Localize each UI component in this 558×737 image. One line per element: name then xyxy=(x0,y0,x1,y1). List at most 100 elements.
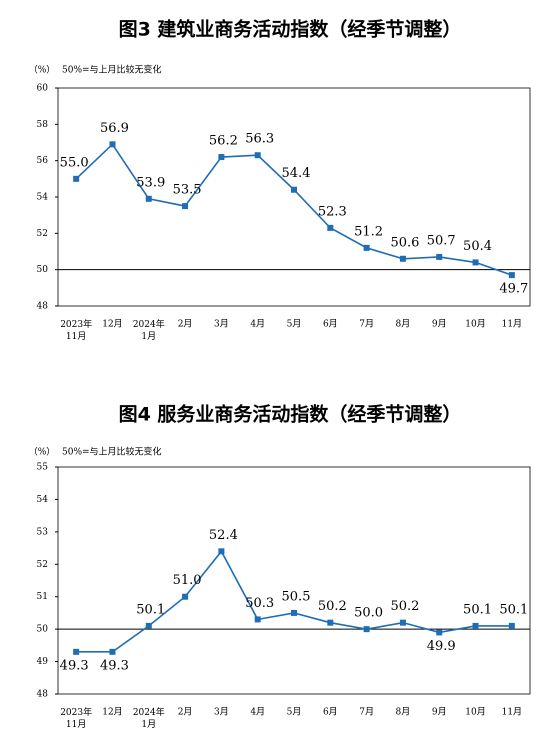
x-tick-label: 5月 xyxy=(287,707,302,718)
point xyxy=(436,253,443,260)
y-tick-label: 60 xyxy=(37,84,49,94)
y-tick-label: 49 xyxy=(37,657,49,667)
point xyxy=(363,244,370,251)
x-tick-label: 12月 xyxy=(102,319,122,330)
point xyxy=(399,255,406,262)
point xyxy=(109,141,116,148)
x-tick-label: 7月 xyxy=(359,319,374,330)
x-tick-label: 6月 xyxy=(323,707,338,718)
x-tick-label: 9月 xyxy=(432,319,447,330)
x-tick-label: 11月 xyxy=(502,707,522,718)
point xyxy=(327,224,334,231)
x-tick-label: 9月 xyxy=(432,707,447,718)
point xyxy=(145,622,152,629)
value-label: 50.6 xyxy=(390,235,419,250)
point xyxy=(436,629,443,636)
x-tick-label: 2024年 1月 xyxy=(133,318,165,342)
y-tick-label: 48 xyxy=(37,690,49,700)
unit-label: （%） xyxy=(29,447,56,458)
value-label: 49.3 xyxy=(100,658,129,673)
value-label: 53.9 xyxy=(136,175,165,190)
value-label: 50.1 xyxy=(463,602,492,617)
value-label: 49.7 xyxy=(499,282,528,297)
y-tick-label: 54 xyxy=(37,495,49,505)
x-tick-label: 10月 xyxy=(465,707,485,718)
x-tick-label: 4月 xyxy=(250,319,265,330)
point xyxy=(73,648,80,655)
value-label: 50.2 xyxy=(390,599,419,614)
point xyxy=(399,619,406,626)
y-tick-label: 56 xyxy=(37,156,49,166)
point xyxy=(472,622,479,629)
value-label: 52.3 xyxy=(318,204,347,219)
point xyxy=(254,616,261,623)
value-label: 50.2 xyxy=(318,599,347,614)
note: 50%=与上月比较无变化 xyxy=(62,64,162,76)
value-label: 56.2 xyxy=(209,134,238,149)
value-label: 50.0 xyxy=(354,606,383,621)
x-tick-label: 3月 xyxy=(214,319,229,330)
y-tick-label: 52 xyxy=(37,560,48,570)
value-label: 54.4 xyxy=(282,166,311,181)
x-tick-label: 4月 xyxy=(250,707,265,718)
point xyxy=(182,593,189,600)
y-tick-label: 48 xyxy=(37,302,49,312)
value-label: 55.0 xyxy=(60,155,89,170)
note: 50%=与上月比较无变化 xyxy=(62,446,162,458)
y-tick-label: 53 xyxy=(37,527,49,537)
x-tick-label: 3月 xyxy=(214,707,229,718)
point xyxy=(73,175,80,182)
point xyxy=(145,195,152,202)
x-tick-label: 2月 xyxy=(178,319,193,330)
value-label: 51.0 xyxy=(173,573,202,588)
value-label: 50.7 xyxy=(427,233,456,248)
value-label: 50.1 xyxy=(499,602,528,617)
point xyxy=(472,259,479,266)
value-label: 50.5 xyxy=(282,589,311,604)
x-tick-label: 8月 xyxy=(396,707,411,718)
chart-title: 图4 服务业商务活动指数（经季节调整） xyxy=(119,403,462,426)
point xyxy=(327,619,334,626)
point xyxy=(182,203,189,210)
y-tick-label: 50 xyxy=(37,625,49,635)
value-label: 56.9 xyxy=(100,121,129,136)
x-tick-label: 11月 xyxy=(502,319,522,330)
unit-label: （%） xyxy=(29,65,56,76)
x-tick-label: 2023年 11月 xyxy=(60,706,92,730)
value-label: 50.4 xyxy=(463,239,492,254)
point xyxy=(363,626,370,633)
value-label: 49.9 xyxy=(427,639,456,654)
y-tick-label: 50 xyxy=(37,265,49,275)
y-tick-label: 52 xyxy=(37,229,48,239)
plot-frame xyxy=(57,466,531,695)
value-label: 56.3 xyxy=(245,132,274,147)
x-tick-label: 2月 xyxy=(178,707,193,718)
point xyxy=(291,609,297,616)
x-tick-label: 2023年 11月 xyxy=(60,318,92,342)
x-tick-label: 8月 xyxy=(396,319,411,330)
value-label: 50.1 xyxy=(136,602,165,617)
point xyxy=(218,548,225,555)
y-tick-label: 55 xyxy=(37,463,49,473)
x-tick-label: 5月 xyxy=(287,319,302,330)
value-label: 49.3 xyxy=(60,658,89,673)
chart-title: 图3 建筑业商务活动指数（经季节调整） xyxy=(119,18,462,41)
value-label: 53.5 xyxy=(173,183,202,198)
value-label: 50.3 xyxy=(245,596,274,611)
x-tick-label: 2024年 1月 xyxy=(133,706,165,730)
series-line xyxy=(75,143,513,276)
x-tick-label: 10月 xyxy=(465,319,485,330)
x-tick-label: 7月 xyxy=(359,707,374,718)
value-label: 51.2 xyxy=(354,224,383,239)
point xyxy=(508,622,515,629)
point xyxy=(218,154,225,161)
x-tick-label: 12月 xyxy=(102,707,122,718)
value-label: 52.4 xyxy=(209,528,238,543)
point xyxy=(109,648,116,655)
x-tick-label: 6月 xyxy=(323,319,338,330)
point xyxy=(508,272,515,279)
point xyxy=(291,186,297,193)
y-tick-label: 58 xyxy=(37,120,49,130)
y-tick-label: 51 xyxy=(37,592,48,602)
